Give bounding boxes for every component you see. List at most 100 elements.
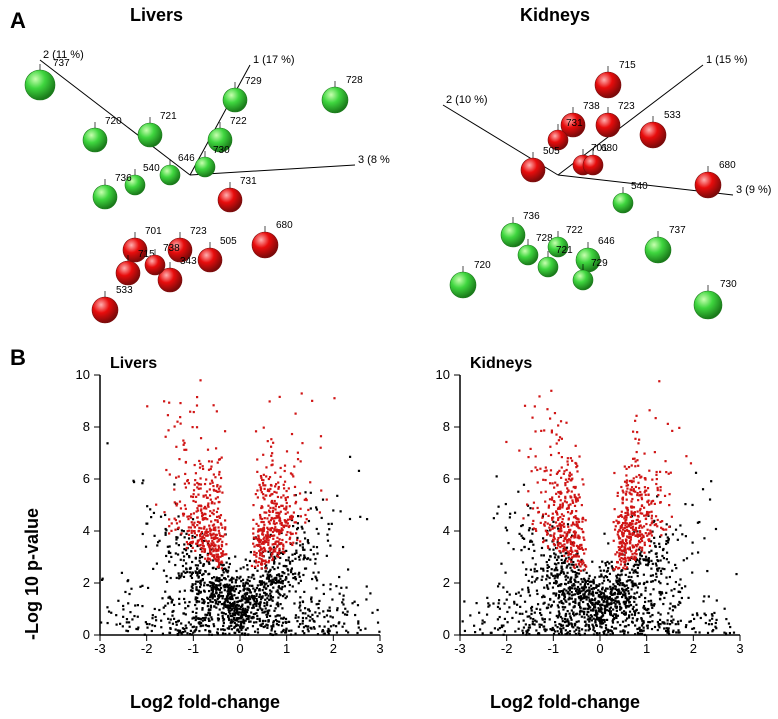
pca-point: [195, 157, 215, 177]
svg-text:722: 722: [230, 116, 247, 127]
volcano-kidneys-svg: -3-2-101230246810: [420, 355, 750, 675]
svg-text:-1: -1: [188, 641, 200, 656]
svg-text:533: 533: [664, 110, 681, 121]
svg-text:729: 729: [591, 258, 608, 269]
pca-point: [322, 87, 348, 113]
svg-text:2: 2: [83, 575, 90, 590]
pca-point: [640, 122, 666, 148]
svg-text:8: 8: [83, 419, 90, 434]
pca-point: [25, 70, 55, 100]
svg-text:738: 738: [163, 243, 180, 254]
svg-text:723: 723: [618, 101, 635, 112]
svg-text:715: 715: [619, 60, 636, 71]
pca-point: [645, 237, 671, 263]
svg-text:-2: -2: [501, 641, 513, 656]
svg-text:737: 737: [669, 225, 686, 236]
svg-text:533: 533: [116, 285, 133, 296]
pca-point: [198, 248, 222, 272]
pca-point: [573, 270, 593, 290]
pca-point: [501, 223, 525, 247]
svg-text:736: 736: [523, 211, 540, 222]
panel-a-kidneys-title: Kidneys: [520, 5, 590, 26]
svg-text:0: 0: [83, 627, 90, 642]
svg-text:10: 10: [436, 367, 450, 382]
pca-point: [160, 165, 180, 185]
pca-point: [518, 245, 538, 265]
svg-text:736: 736: [115, 173, 132, 184]
svg-text:0: 0: [443, 627, 450, 642]
volcano-kidneys-panel: Kidneys -3-2-101230246810: [420, 355, 750, 685]
pca-kidneys-svg: 1 (15 %)2 (10 %)3 (9 %)71573873172353350…: [398, 25, 778, 330]
xaxis-kidneys-title: Log2 fold-change: [490, 692, 640, 713]
svg-text:730: 730: [213, 145, 230, 156]
svg-text:540: 540: [143, 163, 160, 174]
pca-point: [92, 297, 118, 323]
pca-point: [450, 272, 476, 298]
svg-text:721: 721: [160, 111, 177, 122]
svg-text:2: 2: [443, 575, 450, 590]
volcano-kidneys-title: Kidneys: [470, 355, 532, 373]
pca-livers-panel: 1 (17 %)2 (11 %)3 (8 %)73772072172972273…: [10, 25, 390, 325]
pca-point: [538, 257, 558, 277]
pca-point: [83, 128, 107, 152]
svg-text:-1: -1: [548, 641, 560, 656]
svg-text:2: 2: [690, 641, 697, 656]
svg-text:738: 738: [583, 101, 600, 112]
svg-text:3 (8 %): 3 (8 %): [358, 154, 390, 166]
svg-text:4: 4: [83, 523, 90, 538]
svg-text:731: 731: [240, 176, 257, 187]
svg-text:6: 6: [443, 471, 450, 486]
pca-livers-svg: 1 (17 %)2 (11 %)3 (8 %)73772072172972273…: [10, 25, 390, 330]
svg-text:4: 4: [443, 523, 450, 538]
pca-point: [596, 113, 620, 137]
svg-text:8: 8: [443, 419, 450, 434]
svg-text:2 (10 %): 2 (10 %): [446, 94, 488, 106]
svg-text:343: 343: [180, 256, 197, 267]
pca-kidneys-panel: 1 (15 %)2 (10 %)3 (9 %)71573873172353350…: [398, 25, 778, 325]
pca-point: [694, 291, 722, 319]
svg-text:722: 722: [566, 225, 583, 236]
svg-text:729: 729: [245, 76, 262, 87]
pca-point: [116, 261, 140, 285]
yaxis-title: -Log 10 p-value: [22, 508, 43, 640]
xaxis-livers-title: Log2 fold-change: [130, 692, 280, 713]
panel-b-label: B: [10, 345, 26, 371]
pca-point: [223, 88, 247, 112]
svg-text:2: 2: [330, 641, 337, 656]
volcano-points-nonsig: [100, 442, 380, 636]
svg-text:701: 701: [145, 226, 162, 237]
svg-text:1: 1: [643, 641, 650, 656]
volcano-points-sig: [505, 380, 692, 572]
svg-text:646: 646: [178, 153, 195, 164]
volcano-livers-panel: Livers -3-2-101230246810: [60, 355, 390, 685]
svg-text:3 (9 %): 3 (9 %): [736, 184, 771, 196]
svg-text:680: 680: [601, 143, 618, 154]
svg-text:-3: -3: [94, 641, 106, 656]
pca-point: [145, 255, 165, 275]
svg-text:730: 730: [720, 279, 737, 290]
volcano-livers-title: Livers: [110, 355, 157, 373]
svg-text:728: 728: [346, 75, 363, 86]
svg-text:731: 731: [566, 118, 583, 129]
svg-text:680: 680: [719, 160, 736, 171]
svg-text:680: 680: [276, 220, 293, 231]
pca-point: [695, 172, 721, 198]
pca-point: [218, 188, 242, 212]
svg-text:6: 6: [83, 471, 90, 486]
svg-text:720: 720: [105, 116, 122, 127]
svg-text:1 (15 %): 1 (15 %): [706, 54, 748, 66]
svg-text:723: 723: [190, 226, 207, 237]
svg-text:3: 3: [736, 641, 743, 656]
svg-text:1 (17 %): 1 (17 %): [253, 54, 295, 66]
svg-text:1: 1: [283, 641, 290, 656]
svg-text:737: 737: [53, 58, 70, 69]
figure-root: A Livers Kidneys 1 (17 %)2 (11 %)3 (8 %)…: [0, 0, 778, 719]
panel-a-livers-title: Livers: [130, 5, 183, 26]
volcano-points-nonsig: [462, 472, 738, 636]
volcano-livers-svg: -3-2-101230246810: [60, 355, 390, 675]
svg-text:0: 0: [236, 641, 243, 656]
pca-point: [93, 185, 117, 209]
pca-point: [613, 193, 633, 213]
svg-text:721: 721: [556, 245, 573, 256]
svg-text:540: 540: [631, 181, 648, 192]
